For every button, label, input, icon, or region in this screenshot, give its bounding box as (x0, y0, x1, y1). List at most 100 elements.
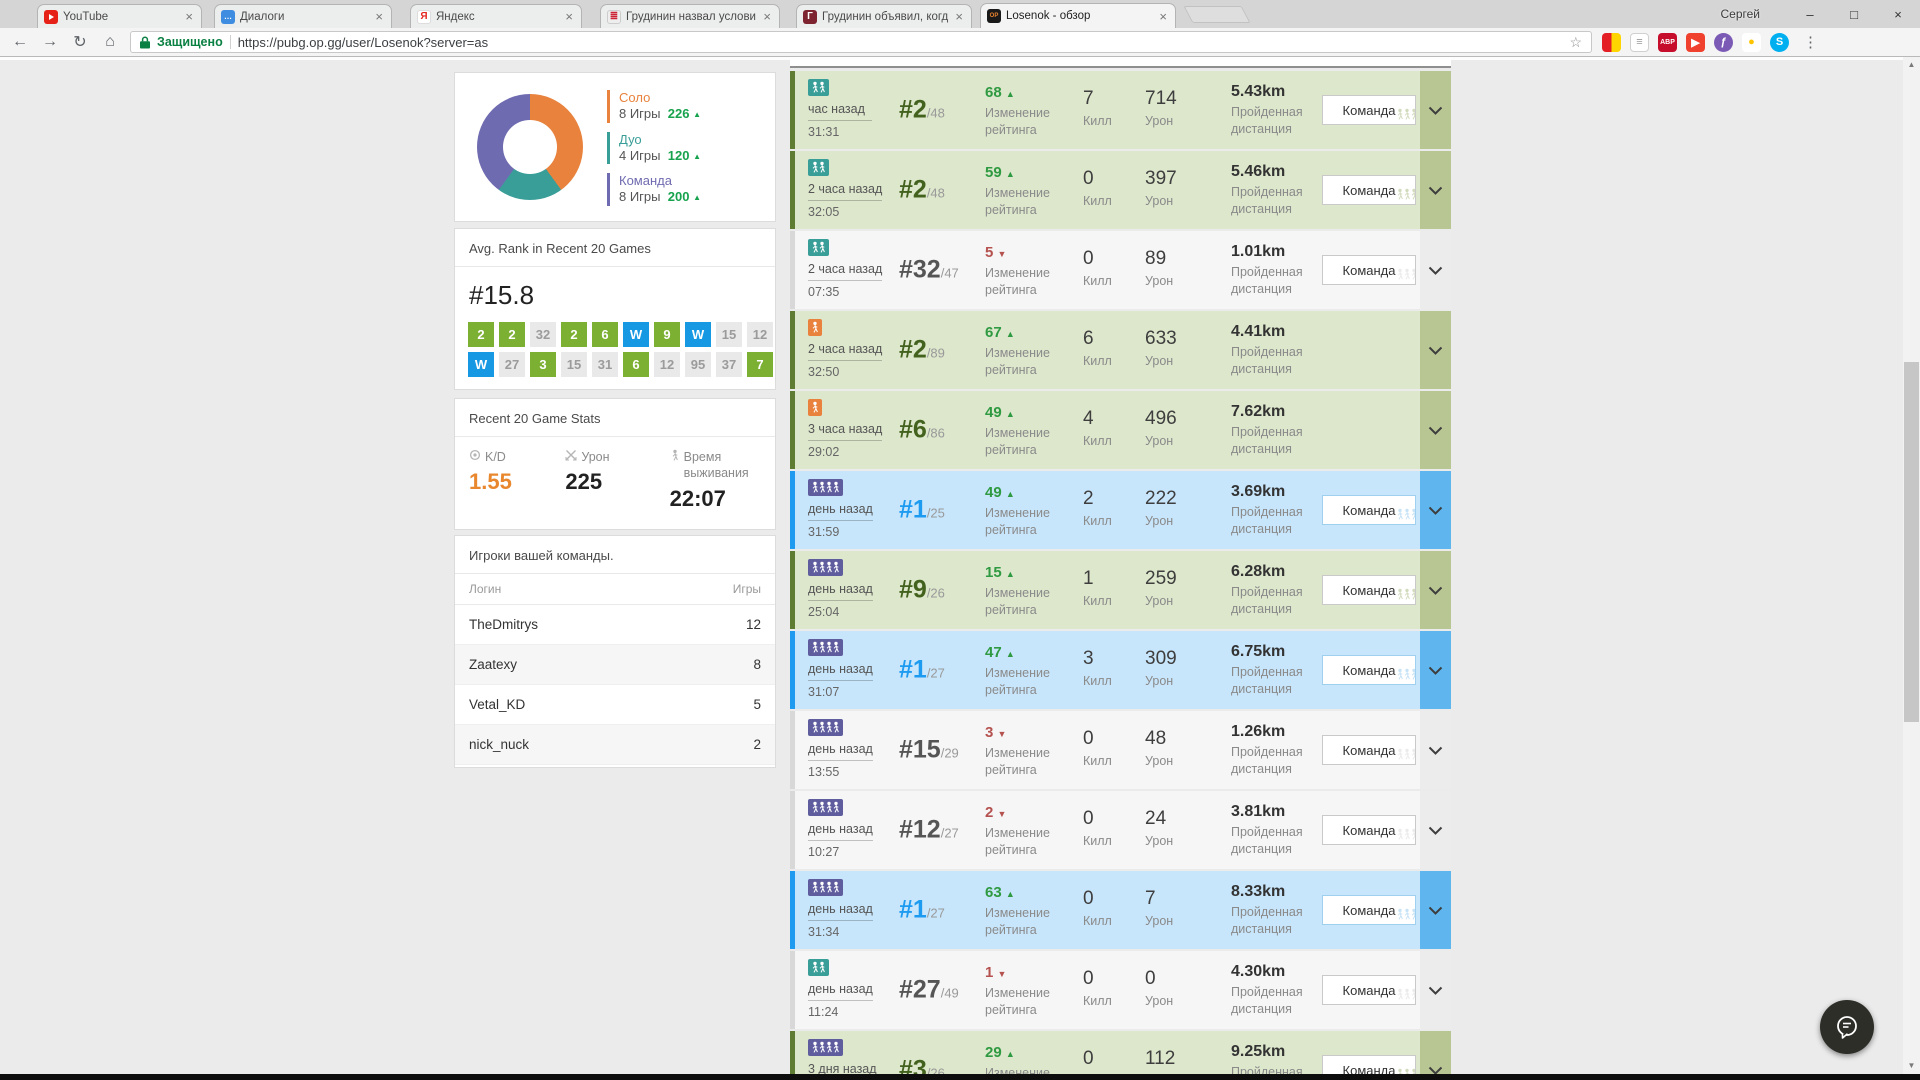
team-button[interactable]: Команда (1322, 895, 1416, 925)
team-table-header: Логин Игры (455, 574, 775, 605)
expand-strip[interactable] (1420, 951, 1451, 1029)
match-row-3[interactable]: 2 часа назад 07:35 #32/47 5 ▼ Изменение … (790, 231, 1451, 309)
scrollbar-up-arrow[interactable]: ▲ (1907, 60, 1916, 69)
yandex-elements-icon[interactable] (1602, 32, 1621, 52)
restore-button[interactable]: □ (1850, 6, 1858, 22)
tab-close-icon[interactable]: × (763, 9, 771, 24)
match-duration: 13:55 (808, 765, 840, 779)
team-button[interactable]: Команда (1322, 255, 1416, 285)
tab-title: YouTube (63, 10, 109, 23)
rank-tile: 6 (623, 352, 649, 377)
expand-strip[interactable] (1420, 1031, 1451, 1080)
match-time-ago: 2 часа назад (808, 342, 883, 361)
match-row-8[interactable]: день назад 31:07 #1/27 47 ▲ Изменение ре… (790, 631, 1451, 709)
rings-ext-icon[interactable]: ≡ (1630, 32, 1649, 52)
match-rating-change: 68 ▲ Изменение рейтинга (985, 84, 1081, 139)
scrollbar-down-arrow[interactable]: ▼ (1907, 1061, 1916, 1070)
team-button[interactable]: Команда (1322, 575, 1416, 605)
expand-strip[interactable] (1420, 391, 1451, 469)
match-row-1[interactable]: час назад 31:31 #2/48 68 ▲ Изменение рей… (790, 71, 1451, 149)
runner-icon (670, 449, 680, 466)
match-row-2[interactable]: 2 часа назад 32:05 #2/48 59 ▲ Изменение … (790, 151, 1451, 229)
match-rank: #27/49 (899, 975, 959, 1004)
bookmark-star-icon[interactable]: ☆ (1569, 33, 1582, 50)
team-button[interactable]: Команда (1322, 95, 1416, 125)
expand-strip[interactable] (1420, 791, 1451, 869)
match-row-13[interactable]: 3 дня назад #3/26 29 ▲ Изменение рейтинг… (790, 1031, 1451, 1080)
match-row-7[interactable]: день назад 25:04 #9/26 15 ▲ Изменение ре… (790, 551, 1451, 629)
match-damage: 7 Урон (1145, 888, 1174, 928)
team-button[interactable]: Команда (1322, 175, 1416, 205)
tab-close-icon[interactable]: × (185, 9, 193, 24)
rank-tile: W (468, 352, 494, 377)
adblock-plus-icon[interactable]: ABP (1658, 32, 1677, 52)
browser-tab-2[interactable]: … Диалоги × (214, 4, 392, 28)
recent-stats-title: Recent 20 Game Stats (455, 399, 775, 437)
rank-tile: W (685, 322, 711, 347)
legend-mode-name: Команда (619, 173, 672, 188)
expand-strip[interactable] (1420, 151, 1451, 229)
expand-strip[interactable] (1420, 631, 1451, 709)
expand-strip[interactable] (1420, 231, 1451, 309)
match-row-9[interactable]: день назад 13:55 #15/29 3 ▼ Изменение ре… (790, 711, 1451, 789)
reload-button[interactable]: ↻ (73, 34, 87, 51)
team-button[interactable]: Команда (1322, 495, 1416, 525)
home-button[interactable]: ⌂ (105, 33, 115, 50)
chat-widget-button[interactable] (1820, 1000, 1874, 1054)
match-row-4[interactable]: 2 часа назад 32:50 #2/89 67 ▲ Изменение … (790, 311, 1451, 389)
match-distance: 5.43km Пройденная дистанция (1231, 83, 1303, 136)
skype-ext-icon[interactable]: S (1770, 32, 1789, 52)
legend-mode-name: Дуо (619, 131, 642, 147)
pointer-ext-icon[interactable]: ▶ (1686, 32, 1705, 52)
browser-chrome: Сергей – □ × YouTube ×… Диалоги × Я Яндек… (0, 0, 1920, 57)
expand-strip[interactable] (1420, 871, 1451, 949)
team-button[interactable]: Команда (1322, 735, 1416, 765)
tab-close-icon[interactable]: × (565, 9, 573, 24)
yandex-favicon: Я (417, 9, 431, 24)
browser-tab-1[interactable]: YouTube × (37, 4, 202, 28)
team-button[interactable]: Команда (1322, 655, 1416, 685)
new-tab-button[interactable] (1183, 6, 1251, 23)
tab-close-icon[interactable]: × (1159, 8, 1167, 24)
match-rating-change: 49 ▲ Изменение рейтинга (985, 404, 1081, 459)
forward-button[interactable]: → (42, 33, 58, 50)
match-row-11[interactable]: день назад 31:34 #1/27 63 ▲ Изменение ре… (790, 871, 1451, 949)
expand-strip[interactable] (1420, 551, 1451, 629)
squad-mode-icon (808, 639, 843, 656)
match-row-5[interactable]: 3 часа назад 29:02 #6/86 49 ▲ Изменение … (790, 391, 1451, 469)
match-row-6[interactable]: день назад 31:59 #1/25 49 ▲ Изменение ре… (790, 471, 1451, 549)
match-row-10[interactable]: день назад 10:27 #12/27 2 ▼ Изменение ре… (790, 791, 1451, 869)
match-rank: #15/29 (899, 735, 959, 764)
expand-strip[interactable] (1420, 71, 1451, 149)
chevron-down-icon (1428, 586, 1443, 595)
expand-strip[interactable] (1420, 471, 1451, 549)
tab-close-icon[interactable]: × (955, 9, 963, 24)
bulb-ext-icon[interactable]: ● (1742, 32, 1761, 52)
address-bar[interactable]: Защищено https://pubg.op.gg/user/Losenok… (130, 31, 1592, 53)
minimize-button[interactable]: – (1806, 6, 1814, 22)
scrollbar-thumb[interactable] (1904, 362, 1919, 722)
browser-tab-5[interactable]: Г Грудинин объявил, когд × (796, 4, 972, 28)
expand-strip[interactable] (1420, 711, 1451, 789)
browser-tab-4[interactable]: ≣ Грудинин назвал услови × (600, 4, 780, 28)
close-button[interactable]: × (1894, 6, 1902, 22)
rating-change-label: Изменение рейтинга (985, 986, 1050, 1017)
browser-tab-6[interactable]: OP Losenok - обзор × (980, 3, 1176, 28)
expand-strip[interactable] (1420, 311, 1451, 389)
back-button[interactable]: ← (12, 33, 28, 50)
team-button[interactable]: Команда (1322, 975, 1416, 1005)
lightshot-ext-icon[interactable]: ƒ (1714, 32, 1733, 52)
tab-close-icon[interactable]: × (375, 9, 383, 24)
rank-tile: 7 (747, 352, 773, 377)
player-login: TheDmitrys (469, 617, 539, 632)
page-scrollbar[interactable]: ▲ ▼ (1903, 57, 1920, 1080)
team-button[interactable]: Команда (1322, 815, 1416, 845)
legend-item-2: Дуо 4 Игры 120 ▲ (607, 131, 701, 164)
browser-tab-3[interactable]: Я Яндекс × (410, 4, 582, 28)
match-rank: #12/27 (899, 815, 959, 844)
match-row-12[interactable]: день назад 11:24 #27/49 1 ▼ Изменение ре… (790, 951, 1451, 1029)
stat-урон: Урон 225 (565, 449, 669, 512)
browser-menu-icon[interactable]: ⋮ (1803, 34, 1818, 51)
match-rank: #2/89 (899, 335, 945, 364)
